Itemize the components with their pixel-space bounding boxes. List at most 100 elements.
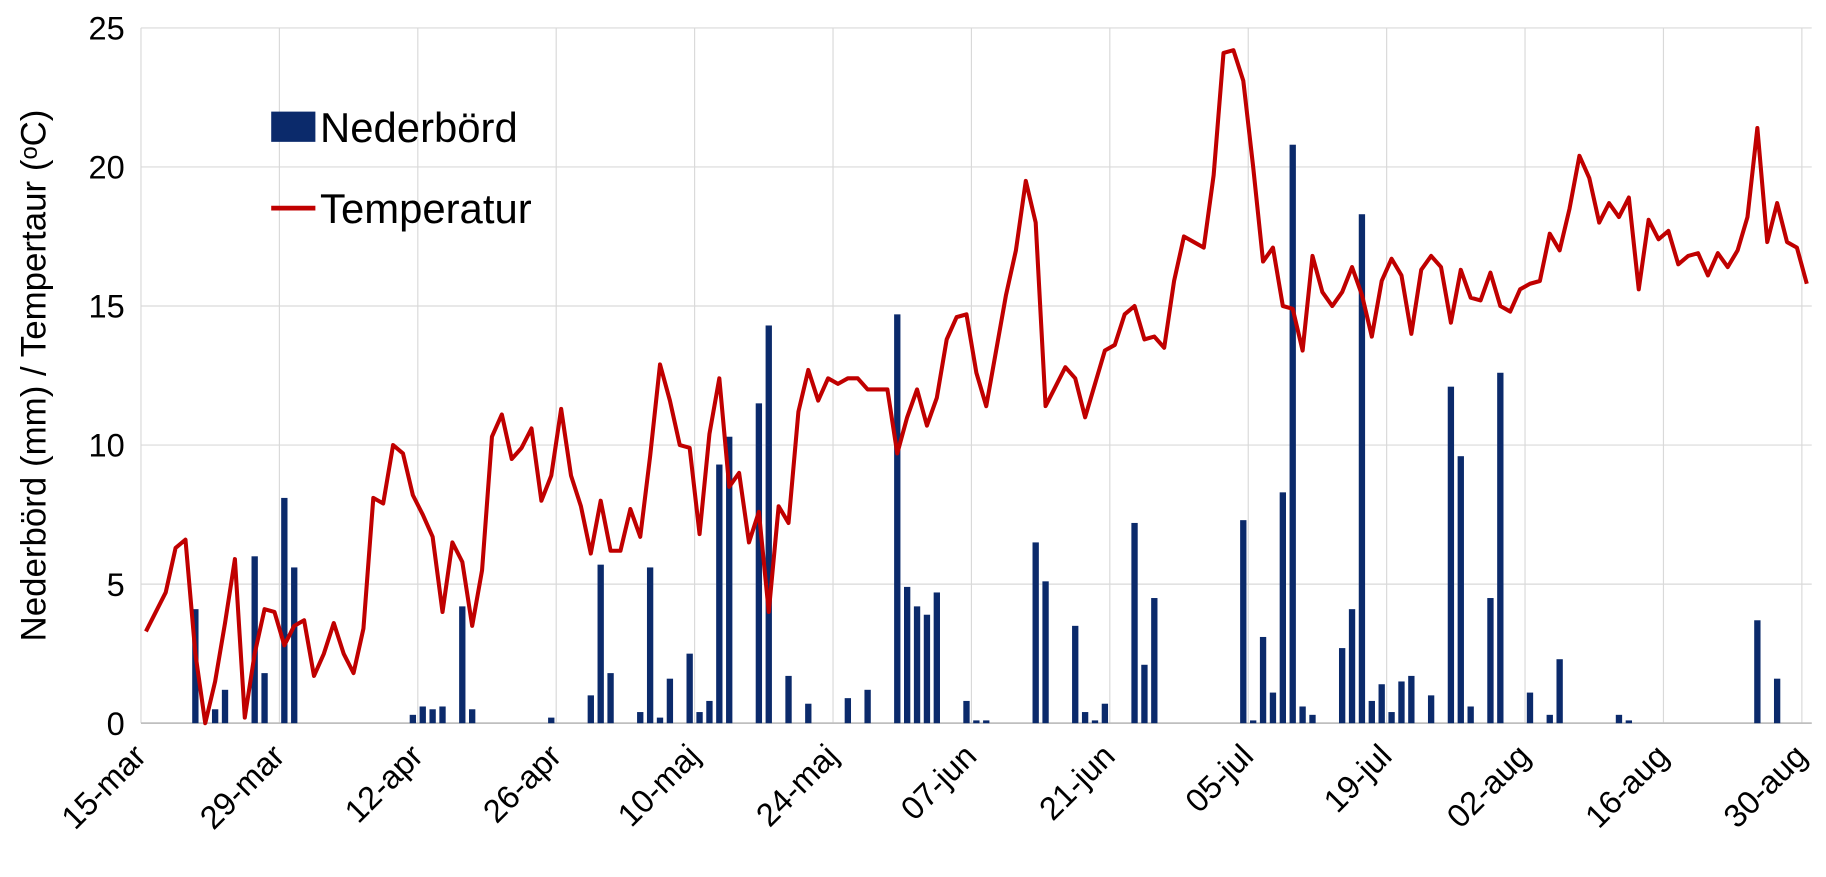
bar <box>706 700 713 724</box>
bar <box>1081 712 1089 724</box>
bar <box>1042 581 1049 724</box>
bar <box>1447 386 1455 724</box>
bar <box>1378 684 1385 724</box>
x-tick-label: 15-mar <box>55 737 153 835</box>
bar <box>1358 214 1366 724</box>
bar <box>459 606 466 724</box>
bar <box>903 586 911 724</box>
bar <box>1348 609 1356 724</box>
bar <box>1615 714 1623 724</box>
bar <box>913 606 921 724</box>
bar <box>1309 714 1316 724</box>
bar <box>1032 542 1039 724</box>
y-tick-label: 10 <box>89 428 125 464</box>
bar <box>1091 720 1099 724</box>
x-tick-label: 29-mar <box>193 737 291 835</box>
legend-swatch <box>271 111 316 142</box>
bar <box>221 689 229 724</box>
bar <box>765 325 772 724</box>
bar <box>805 703 812 724</box>
y-tick-label: 20 <box>89 150 125 186</box>
bar <box>963 700 970 724</box>
bar <box>666 678 674 724</box>
bar <box>1279 492 1286 724</box>
bar <box>597 564 604 724</box>
bar <box>1250 720 1257 724</box>
bar <box>1526 692 1534 724</box>
legend-label: Temperatur <box>320 185 532 232</box>
bar <box>1497 372 1504 724</box>
legend-label: Nederbörd <box>320 104 518 151</box>
bar <box>1457 456 1464 724</box>
bar <box>656 717 664 724</box>
line <box>144 48 1809 726</box>
bar <box>419 706 426 724</box>
bar <box>1427 695 1435 724</box>
bar <box>261 673 268 724</box>
bar <box>864 689 871 724</box>
bar <box>983 720 990 724</box>
bar <box>1388 712 1395 724</box>
bar <box>1151 598 1158 724</box>
bar <box>548 717 555 724</box>
bar <box>785 675 792 724</box>
bar <box>1773 678 1781 724</box>
bar <box>1546 714 1553 724</box>
bar <box>607 673 614 724</box>
y-tick-label: 25 <box>89 11 125 47</box>
bar <box>251 556 258 724</box>
bar <box>409 714 417 724</box>
y-axis-title: Nederbörd (mm) / Tempertaur (ᵒC) <box>15 110 54 642</box>
bar <box>1398 681 1405 724</box>
bar <box>726 436 733 724</box>
bar <box>686 653 693 724</box>
bar <box>469 709 476 724</box>
bar <box>696 712 703 724</box>
bar <box>1269 692 1277 724</box>
y-tick-label: 15 <box>89 289 125 325</box>
bar <box>637 712 644 724</box>
bar <box>439 706 446 724</box>
bar <box>973 720 980 724</box>
bar <box>646 567 654 724</box>
bar <box>587 695 594 724</box>
bar <box>1141 664 1148 724</box>
x-tick-label: 19-jul <box>1317 738 1399 820</box>
bar <box>1368 700 1375 724</box>
bar <box>1101 703 1109 724</box>
bar <box>211 709 219 724</box>
bar <box>1299 706 1306 724</box>
bar <box>933 592 940 724</box>
bar <box>844 698 852 724</box>
bar <box>894 314 901 724</box>
x-tick-label: 10-maj <box>611 738 707 834</box>
bar <box>1625 720 1633 724</box>
x-tick-label: 24-maj <box>749 738 845 834</box>
y-tick-label: 0 <box>107 706 125 742</box>
bar <box>1408 675 1415 724</box>
bar <box>1072 625 1079 724</box>
bar <box>1487 598 1494 724</box>
x-tick-label: 02-aug <box>1440 738 1537 835</box>
bar <box>429 709 436 724</box>
bar <box>1289 144 1296 724</box>
bar <box>1240 520 1247 724</box>
bar <box>1754 620 1761 724</box>
x-tick-label: 05-jul <box>1178 738 1260 820</box>
bar <box>281 497 288 724</box>
bar <box>755 403 763 724</box>
x-tick-label: 16-aug <box>1578 738 1675 835</box>
x-tick-label: 30-aug <box>1717 738 1814 835</box>
x-tick-label: 21-jun <box>1032 738 1121 827</box>
bar <box>1338 648 1346 724</box>
bar <box>1131 522 1138 724</box>
bar <box>1467 706 1474 724</box>
x-tick-label: 26-apr <box>476 737 568 829</box>
x-tick-label: 12-apr <box>338 737 430 829</box>
bar <box>291 567 298 724</box>
bar <box>716 464 723 724</box>
y-tick-label: 5 <box>107 567 125 603</box>
x-tick-label: 07-jun <box>894 738 983 827</box>
bar <box>1259 636 1267 724</box>
